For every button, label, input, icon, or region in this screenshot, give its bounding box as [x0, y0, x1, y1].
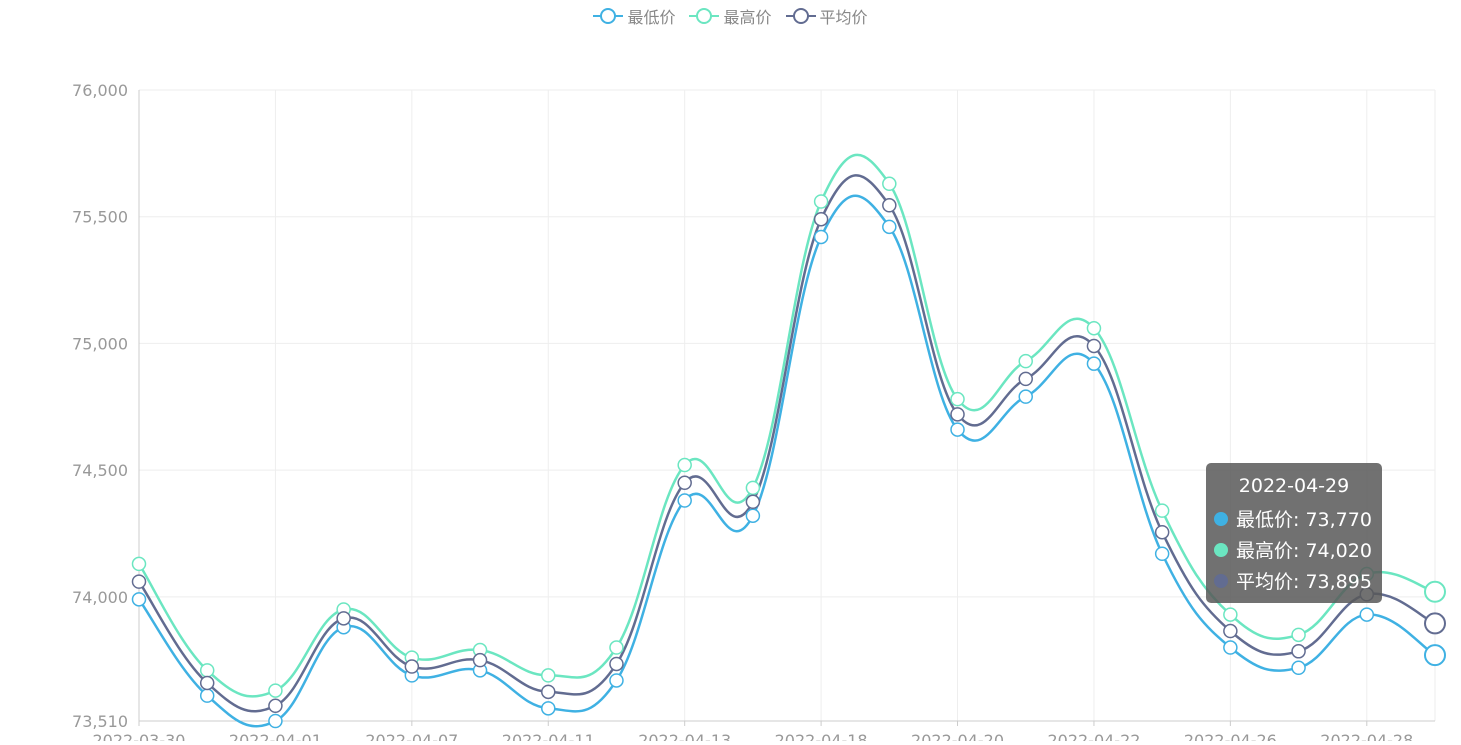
data-point-low[interactable]	[813, 229, 829, 245]
data-point-avg[interactable]	[1291, 644, 1306, 659]
data-point-low[interactable]	[1223, 640, 1238, 655]
data-point-high[interactable]	[131, 556, 147, 572]
legend-label: 最低价	[627, 8, 676, 27]
series-line-avg	[137, 174, 1436, 713]
data-point-low[interactable]	[1086, 356, 1102, 371]
legend-swatch-icon	[785, 8, 816, 24]
data-point-high[interactable]	[1359, 566, 1375, 582]
data-point-avg[interactable]	[1359, 587, 1375, 602]
x-tick-label: 2022-04-22	[1047, 731, 1140, 741]
data-point-avg[interactable]	[882, 198, 897, 213]
data-point-avg[interactable]	[541, 684, 556, 700]
series-line-low	[137, 194, 1436, 728]
data-point-high[interactable]	[199, 663, 215, 678]
data-point-low[interactable]	[609, 673, 624, 688]
data-point-high[interactable]	[1291, 627, 1306, 643]
data-point-avg[interactable]	[1223, 623, 1238, 639]
data-point-high[interactable]	[745, 480, 761, 496]
data-point-low[interactable]	[1291, 660, 1306, 676]
data-point-high[interactable]	[268, 683, 283, 698]
y-tick-label: 74,500	[72, 461, 128, 480]
data-point-low[interactable]	[131, 592, 147, 607]
data-point-avg[interactable]	[268, 698, 283, 714]
data-point-avg[interactable]	[950, 407, 965, 422]
data-point-avg[interactable]	[1018, 371, 1033, 387]
data-point-high[interactable]	[950, 391, 965, 407]
data-point-low[interactable]	[1359, 607, 1375, 622]
x-tick-label: 2022-04-01	[229, 731, 322, 741]
data-point-high[interactable]	[1424, 580, 1446, 603]
legend-label: 最高价	[723, 8, 772, 27]
x-tick-label: 2022-04-07	[365, 731, 458, 741]
legend-item-avg[interactable]: 平均价	[785, 4, 868, 28]
series-line-high	[137, 153, 1436, 698]
x-tick-label: 2022-04-11	[502, 731, 595, 741]
data-point-low[interactable]	[950, 422, 965, 437]
data-point-low[interactable]	[1154, 546, 1170, 561]
data-point-high[interactable]	[1018, 353, 1033, 369]
legend-item-low[interactable]: 最低价	[593, 4, 675, 28]
y-tick-label: 75,500	[72, 208, 128, 227]
data-point-high[interactable]	[1223, 607, 1238, 622]
data-point-avg[interactable]	[813, 211, 829, 227]
data-point-avg[interactable]	[1086, 338, 1102, 354]
data-point-avg[interactable]	[199, 675, 215, 691]
legend: 最低价 最高价 平均价	[0, 4, 1461, 28]
data-point-high[interactable]	[882, 176, 897, 192]
y-tick-label: 73,510	[72, 712, 128, 731]
data-point-high[interactable]	[609, 640, 624, 655]
data-point-high[interactable]	[813, 194, 829, 209]
legend-label: 平均价	[819, 8, 868, 27]
y-tick-label: 74,000	[72, 588, 128, 607]
data-point-low[interactable]	[268, 713, 283, 729]
y-tick-label: 76,000	[72, 81, 128, 100]
data-point-high[interactable]	[1154, 503, 1170, 518]
data-point-avg[interactable]	[472, 652, 488, 668]
data-point-low[interactable]	[882, 219, 897, 235]
legend-swatch-icon	[689, 8, 720, 24]
data-point-low[interactable]	[541, 701, 556, 716]
data-point-high[interactable]	[677, 457, 692, 473]
data-point-high[interactable]	[1086, 320, 1102, 336]
data-point-avg[interactable]	[336, 611, 351, 626]
data-point-low[interactable]	[1018, 389, 1033, 404]
legend-swatch-icon	[593, 8, 624, 24]
data-point-avg[interactable]	[677, 475, 692, 491]
data-point-avg[interactable]	[131, 574, 147, 589]
data-point-avg[interactable]	[745, 494, 761, 510]
x-tick-label: 2022-04-28	[1320, 731, 1413, 741]
legend-item-high[interactable]: 最高价	[689, 4, 772, 28]
y-tick-label: 75,000	[72, 334, 128, 353]
data-point-high[interactable]	[541, 668, 556, 683]
data-point-low[interactable]	[199, 688, 215, 703]
data-point-low[interactable]	[677, 493, 692, 508]
data-point-low[interactable]	[745, 508, 761, 523]
x-tick-label: 2022-03-30	[93, 731, 186, 741]
data-point-low[interactable]	[1424, 644, 1446, 667]
x-tick-label: 2022-04-26	[1184, 731, 1277, 741]
x-tick-label: 2022-04-13	[638, 731, 731, 741]
data-point-avg[interactable]	[609, 656, 624, 672]
data-point-avg[interactable]	[404, 659, 420, 674]
data-point-avg[interactable]	[1424, 612, 1446, 635]
x-tick-label: 2022-04-18	[775, 731, 868, 741]
data-point-avg[interactable]	[1154, 524, 1170, 540]
x-tick-label: 2022-04-20	[911, 731, 1004, 741]
